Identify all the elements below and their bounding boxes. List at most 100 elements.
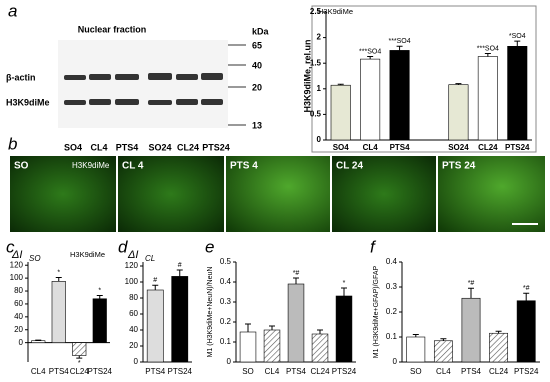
- error-bar: [96, 295, 103, 299]
- bar: [489, 332, 509, 363]
- y-tick-label: 20: [14, 325, 23, 334]
- error-bar: [440, 338, 447, 341]
- x-tick-label: CL24: [489, 367, 509, 376]
- y-tick-label: 1.5: [310, 58, 322, 67]
- blot-row: β-actin: [6, 72, 36, 82]
- y-tick-label: 80: [14, 286, 23, 295]
- error-bar: [412, 334, 419, 337]
- error-bar: [367, 56, 374, 60]
- y-tick-label: 40: [14, 312, 23, 321]
- x-tick-label: CL24: [478, 143, 498, 152]
- x-tick-label: PTS4: [49, 367, 70, 376]
- y-tick-label: 0.4: [386, 257, 398, 266]
- annotation: *: [57, 269, 60, 276]
- blot-row: H3K9diMe: [6, 97, 50, 107]
- x-tick-label: CL24: [310, 367, 330, 376]
- marker: 40: [252, 60, 262, 70]
- y-tick-label: 0: [317, 135, 322, 144]
- error-bar: [293, 277, 299, 284]
- bar: [507, 46, 528, 141]
- x-tick-label: SO: [410, 367, 422, 376]
- image-label: CL 4: [122, 161, 144, 172]
- y-tick-label: 0.2: [220, 317, 232, 326]
- x-tick-label: PTS24: [168, 367, 193, 376]
- error-bar: [341, 287, 347, 296]
- chart-title: H3K9diMe: [70, 250, 105, 259]
- bar: [92, 298, 107, 343]
- error-bar: [523, 292, 530, 301]
- x-tick-label: CL4: [363, 143, 379, 152]
- panel-label: b: [8, 134, 17, 153]
- error-bar: [484, 52, 491, 57]
- marker: 65: [252, 40, 262, 50]
- annotation: *#: [523, 285, 530, 292]
- x-tick-label: PTS24: [332, 367, 357, 376]
- plot-frame: [311, 5, 537, 153]
- lane-label: CL24: [177, 142, 199, 152]
- y-axis-label: H3K9diMe, rel.un: [302, 39, 312, 112]
- y-tick-label: 0.5: [310, 110, 322, 119]
- bar: [335, 295, 353, 363]
- micrograph: [10, 156, 116, 232]
- panel-label: f: [370, 237, 377, 256]
- y-tick-label: 0.5: [220, 257, 232, 266]
- x-tick-label: CL4: [436, 367, 451, 376]
- lane-label: SO4: [64, 142, 82, 152]
- x-tick-label: PTS24: [88, 367, 113, 376]
- annotation: *SO4: [509, 33, 526, 40]
- y-tick-label: 120: [125, 261, 139, 270]
- error-bar: [468, 287, 474, 299]
- image-label: PTS 4: [230, 161, 258, 172]
- y-tick-label: 0: [227, 357, 232, 366]
- x-tick-label: PTS4: [286, 367, 307, 376]
- error-bar: [514, 40, 521, 47]
- annotation: *: [98, 287, 101, 294]
- lane-label: PTS24: [202, 142, 230, 152]
- y-tick-label: 0.1: [220, 337, 232, 346]
- bar: [433, 340, 453, 363]
- x-tick-label: PTS24: [514, 367, 539, 376]
- annotation: *: [78, 360, 81, 367]
- error-bar: [317, 329, 323, 334]
- lane-label: CL4: [90, 142, 107, 152]
- bar: [406, 336, 426, 363]
- error-bar: [455, 83, 462, 85]
- y-tick-label: 120: [10, 260, 24, 269]
- y-tick-label: 40: [129, 325, 138, 334]
- y-tick-label: 0.2: [386, 307, 398, 316]
- y-tick-label: 0: [393, 357, 398, 366]
- bar: [516, 300, 536, 363]
- error-bar: [152, 284, 159, 290]
- bar: [239, 331, 257, 363]
- bar: [360, 58, 381, 141]
- micrograph: [226, 156, 330, 232]
- x-tick-label: CL4: [265, 367, 280, 376]
- blot-membrane: [58, 40, 228, 128]
- image-label: SO: [14, 161, 29, 172]
- image-label: CL 24: [336, 161, 363, 172]
- bar: [51, 281, 66, 343]
- panel-label: a: [8, 1, 17, 20]
- x-tick-label: SO4: [333, 143, 350, 152]
- image-stain: H3K9diMe: [72, 161, 110, 170]
- micrograph: [438, 156, 545, 232]
- y-tick-label: 100: [125, 277, 139, 286]
- y-axis-label-sub: CL: [145, 254, 155, 263]
- panel-label: e: [205, 237, 214, 256]
- micrograph: [118, 156, 224, 232]
- error-bar: [337, 83, 344, 86]
- bar: [311, 333, 329, 363]
- panel-label: c: [6, 237, 15, 256]
- y-axis-label-sub: SO: [29, 254, 41, 263]
- error-bar: [495, 330, 502, 334]
- y-tick-label: 0.1: [386, 332, 398, 341]
- annotation: ***SO4: [388, 38, 410, 45]
- annotation: #: [153, 277, 157, 284]
- y-axis-label: ΔI: [127, 249, 138, 261]
- bar: [330, 84, 351, 141]
- bar: [263, 329, 281, 363]
- y-tick-label: 60: [129, 309, 138, 318]
- x-tick-label: CL4: [31, 367, 46, 376]
- panel-label: d: [118, 237, 128, 256]
